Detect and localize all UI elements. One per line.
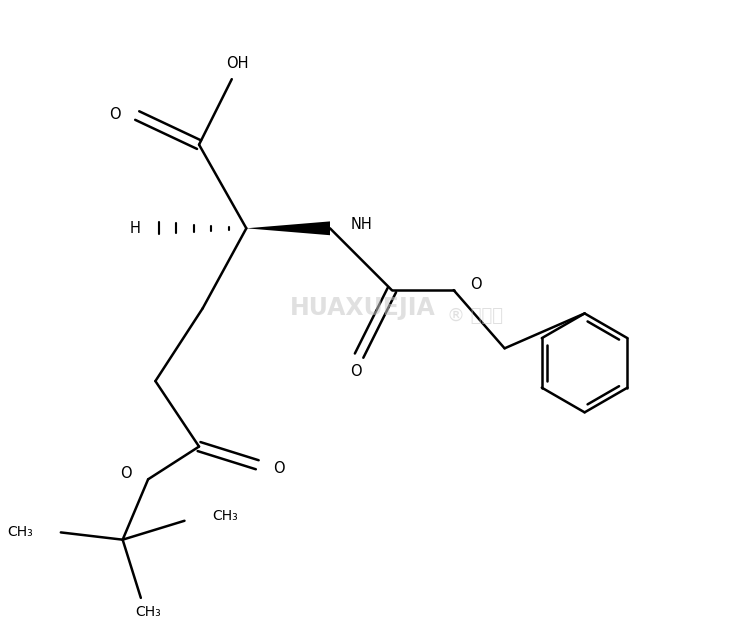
Text: O: O [469,277,481,292]
Text: OH: OH [226,56,249,71]
Text: HUAXUEJIA: HUAXUEJIA [290,296,436,320]
Text: O: O [349,364,361,379]
Text: H: H [130,221,141,236]
Text: ® 化学加: ® 化学加 [448,307,504,325]
Text: O: O [273,461,285,476]
Text: CH₃: CH₃ [136,605,161,619]
Text: NH: NH [350,217,372,232]
Text: CH₃: CH₃ [7,525,34,540]
Text: O: O [121,466,132,481]
Polygon shape [247,222,330,235]
Text: CH₃: CH₃ [212,509,238,523]
Text: O: O [110,107,121,122]
